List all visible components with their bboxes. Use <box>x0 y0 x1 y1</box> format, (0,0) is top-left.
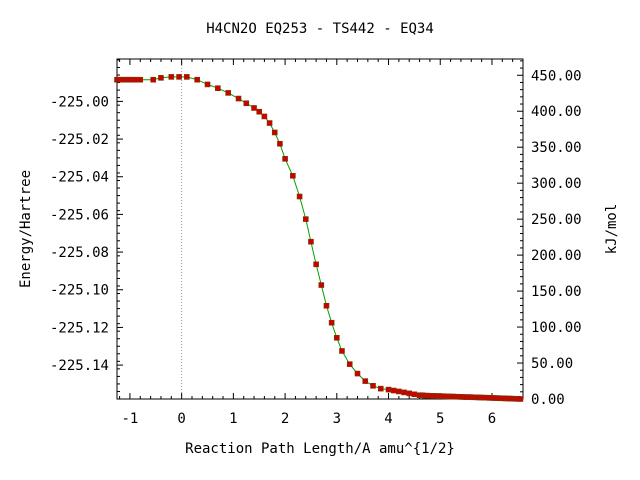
data-point <box>308 238 314 245</box>
data-point <box>158 75 164 81</box>
y-tick-label: -225.00 <box>50 94 109 110</box>
data-point <box>150 76 157 83</box>
data-point <box>235 95 242 102</box>
data-point <box>277 140 283 147</box>
data-point <box>176 74 182 80</box>
data-point <box>132 76 138 83</box>
data-point <box>204 81 211 88</box>
energy-curve <box>117 76 521 400</box>
data-point <box>302 216 309 222</box>
data-point <box>370 383 376 389</box>
y2-tick-label: 100.00 <box>531 320 582 336</box>
y2-tick-label: 300.00 <box>531 176 582 192</box>
data-point <box>243 100 250 107</box>
data-point <box>194 76 200 83</box>
x-tick-label: 5 <box>436 411 444 427</box>
data-point <box>334 334 340 341</box>
data-point <box>215 85 221 91</box>
x-tick-label: 6 <box>488 411 496 427</box>
y2-tick-label: 450.00 <box>531 68 582 84</box>
data-point <box>318 282 325 288</box>
data-point <box>290 172 296 179</box>
y2-tick-label: 200.00 <box>531 248 582 264</box>
x-tick-label: -1 <box>122 411 139 427</box>
y2-tick-label: 400.00 <box>531 104 582 120</box>
y-tick-label: -225.14 <box>50 358 109 374</box>
x-tick-label: 2 <box>281 411 289 427</box>
data-point <box>137 76 144 83</box>
data-point <box>385 386 392 393</box>
data-point <box>354 370 361 377</box>
plot-frame <box>116 58 524 400</box>
x-axis-label: Reaction Path Length/A amu^{1/2} <box>185 441 455 457</box>
data-point <box>261 113 268 120</box>
x-tick-label: 1 <box>229 411 237 427</box>
y-tick-label: -225.12 <box>50 320 109 336</box>
data-point <box>256 108 263 115</box>
x-tick-label: 0 <box>177 411 185 427</box>
data-point <box>168 74 175 80</box>
data-point <box>251 105 257 111</box>
y-axis-label: Energy/Hartree <box>18 170 34 288</box>
data-point <box>346 361 353 367</box>
data-point <box>313 261 319 268</box>
data-point <box>328 319 335 326</box>
data-point <box>296 193 303 200</box>
data-point <box>411 391 418 398</box>
chart-title: H4CN2O EQ253 - TS442 - EQ34 <box>206 21 434 37</box>
y2-tick-label: 0.00 <box>531 392 565 408</box>
x-tick-label: 3 <box>333 411 341 427</box>
data-point <box>517 396 524 402</box>
y2-tick-label: 350.00 <box>531 140 582 156</box>
y-tick-label: -225.02 <box>50 132 109 148</box>
y-tick-label: -225.10 <box>50 283 109 299</box>
data-point <box>225 90 231 96</box>
y2-tick-label: 150.00 <box>531 284 582 300</box>
data-point <box>184 74 190 80</box>
data-point <box>271 129 278 136</box>
data-point <box>396 388 402 395</box>
y-tick-label: -225.08 <box>50 245 109 261</box>
y2-tick-label: 50.00 <box>531 356 573 372</box>
data-point <box>401 389 407 396</box>
y2-axis-label: kJ/mol <box>604 204 620 255</box>
x-tick-label: 4 <box>384 411 392 427</box>
data-point <box>390 387 397 394</box>
data-point <box>377 385 384 392</box>
data-point <box>266 120 273 126</box>
data-point <box>339 348 345 354</box>
data-point <box>362 378 369 384</box>
y-tick-label: -225.06 <box>50 207 109 223</box>
plot-area: -1 0 1 2 3 4 5 6 -225.14 -225.12 -225.10 -225.08 -22… <box>50 58 582 427</box>
y2-tick-label: 250.00 <box>531 212 582 228</box>
data-point <box>323 302 330 309</box>
data-point <box>282 156 288 162</box>
y-tick-label: -225.04 <box>50 170 109 186</box>
data-point <box>406 390 413 397</box>
